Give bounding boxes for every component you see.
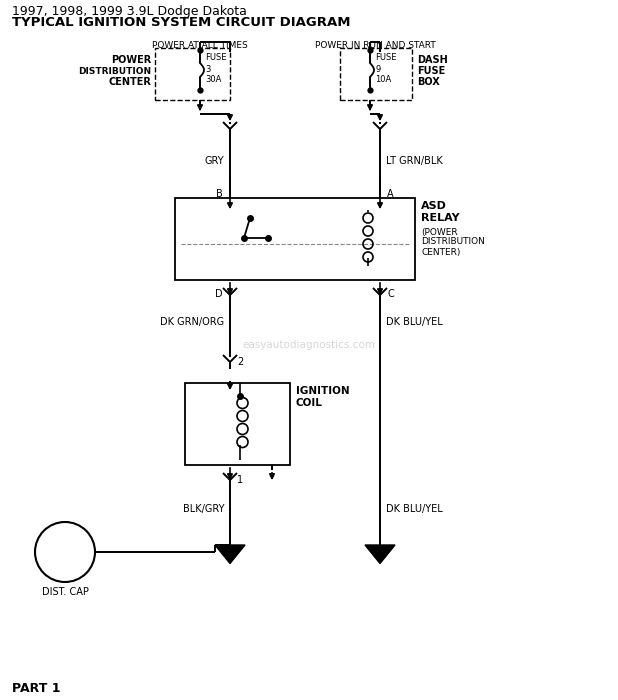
Text: ASD: ASD <box>421 201 447 211</box>
Polygon shape <box>365 545 395 564</box>
Text: RELAY: RELAY <box>421 213 460 223</box>
Text: POWER IN RUN AND START: POWER IN RUN AND START <box>315 41 435 50</box>
Text: DK BLU/YEL: DK BLU/YEL <box>386 317 442 327</box>
Text: B: B <box>376 546 384 556</box>
Circle shape <box>74 554 86 566</box>
Text: CENTER): CENTER) <box>421 248 460 256</box>
Text: 30A: 30A <box>205 76 221 85</box>
Text: IGNITION: IGNITION <box>296 386 350 396</box>
Text: DK BLU/YEL: DK BLU/YEL <box>386 504 442 514</box>
Text: CENTER: CENTER <box>108 77 151 87</box>
Circle shape <box>39 547 51 559</box>
Circle shape <box>46 559 58 571</box>
Text: (POWER: (POWER <box>421 228 457 237</box>
Text: LT GRN/BLK: LT GRN/BLK <box>386 156 442 166</box>
Text: 1: 1 <box>237 475 243 485</box>
Text: DISTRIBUTION: DISTRIBUTION <box>421 237 485 246</box>
Text: GRY: GRY <box>205 156 224 166</box>
Text: 5: 5 <box>78 556 82 564</box>
Text: COIL: COIL <box>296 398 323 408</box>
Text: PART 1: PART 1 <box>12 682 61 694</box>
Text: 9: 9 <box>375 64 380 74</box>
Bar <box>155 48 230 100</box>
Text: A: A <box>387 189 394 199</box>
Text: A: A <box>226 546 234 556</box>
Text: C: C <box>387 289 394 299</box>
Circle shape <box>67 534 79 546</box>
Circle shape <box>60 566 72 578</box>
Text: POWER: POWER <box>111 55 151 65</box>
Text: BLK/GRY: BLK/GRY <box>182 504 224 514</box>
Text: TYPICAL IGNITION SYSTEM CIRCUIT DIAGRAM: TYPICAL IGNITION SYSTEM CIRCUIT DIAGRAM <box>12 17 350 29</box>
Bar <box>340 48 412 100</box>
Text: 3: 3 <box>49 561 54 570</box>
Text: 2: 2 <box>237 357 243 367</box>
Text: 3: 3 <box>205 64 210 74</box>
Circle shape <box>47 536 59 548</box>
Text: 1: 1 <box>51 538 56 547</box>
Text: DASH: DASH <box>417 55 448 65</box>
Text: DISTRIBUTION: DISTRIBUTION <box>78 66 151 76</box>
Text: POWER AT ALL TIMES: POWER AT ALL TIMES <box>152 41 248 50</box>
Text: DK GRN/ORG: DK GRN/ORG <box>160 317 224 327</box>
Polygon shape <box>215 545 245 564</box>
Text: FUSE: FUSE <box>417 66 445 76</box>
Text: B: B <box>216 189 223 199</box>
Text: 4: 4 <box>64 568 69 577</box>
Text: 6: 6 <box>70 536 75 545</box>
Bar <box>175 198 415 280</box>
Text: FUSE: FUSE <box>375 53 397 62</box>
Text: easyautodiagnostics.com: easyautodiagnostics.com <box>242 340 376 350</box>
Text: FUSE: FUSE <box>205 53 227 62</box>
Text: 10A: 10A <box>375 76 391 85</box>
Text: BOX: BOX <box>417 77 440 87</box>
Text: D: D <box>216 289 223 299</box>
Bar <box>185 383 290 465</box>
Text: 2: 2 <box>43 549 48 557</box>
Text: DIST. CAP: DIST. CAP <box>41 587 88 597</box>
Text: 1997, 1998, 1999 3.9L Dodge Dakota: 1997, 1998, 1999 3.9L Dodge Dakota <box>12 6 247 18</box>
